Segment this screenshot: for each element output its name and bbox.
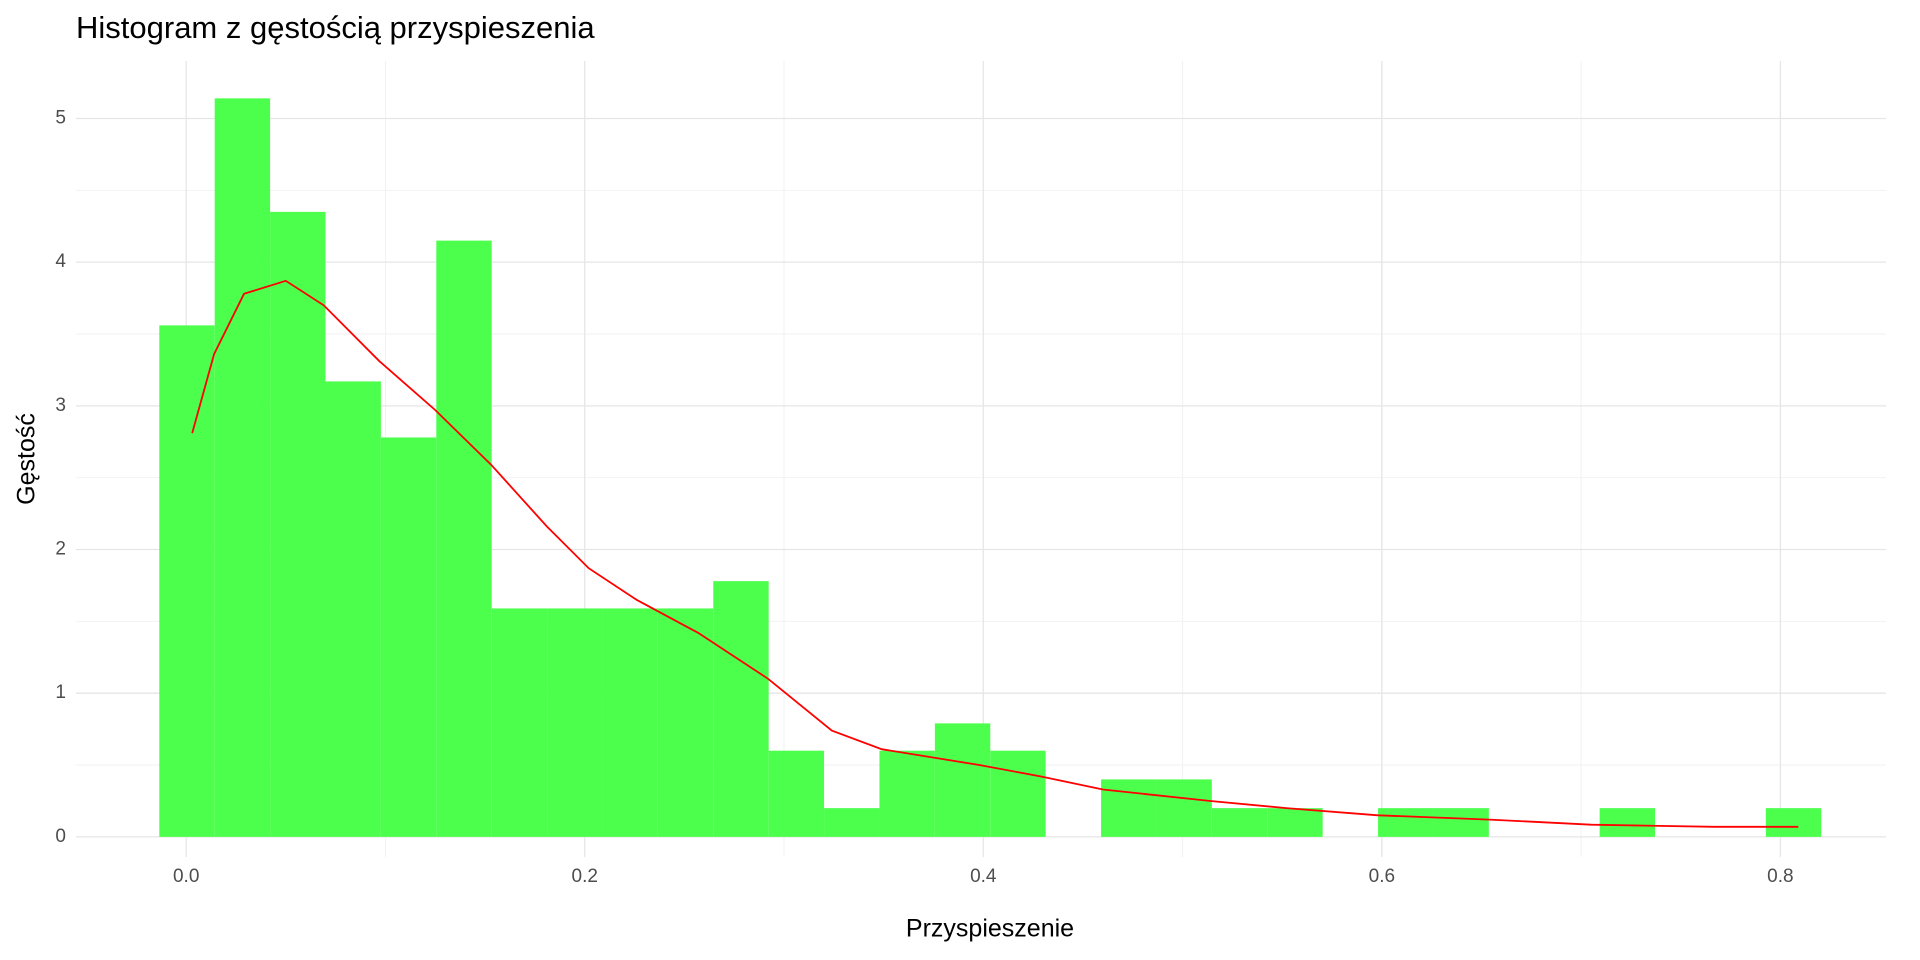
histogram-bar (879, 750, 935, 837)
y-tick-label: 3 (55, 395, 66, 416)
histogram-bar (1267, 808, 1323, 837)
y-tick-label: 1 (55, 682, 66, 703)
histogram-bar (657, 608, 714, 837)
plot-area (159, 98, 1822, 837)
x-tick-label: 0.0 (173, 866, 199, 887)
y-tick-label: 5 (55, 107, 66, 128)
histogram-bar (270, 211, 326, 837)
histogram-bar (934, 723, 991, 837)
y-tick-label: 4 (55, 251, 66, 272)
y-tick-label: 0 (55, 826, 66, 847)
histogram-bar (602, 608, 658, 837)
histogram-bar (380, 437, 437, 837)
histogram-bar (159, 325, 215, 837)
histogram-bar (713, 581, 769, 837)
histogram-bar (325, 381, 381, 837)
histogram-bar (214, 98, 271, 837)
histogram-bar (1156, 779, 1212, 837)
y-tick-label: 2 (55, 539, 66, 560)
histogram-bar (1211, 808, 1268, 837)
density-line (191, 279, 1799, 828)
y-axis-title: Gęstość (13, 413, 41, 505)
x-tick-label: 0.4 (970, 866, 997, 887)
histogram-bar (1765, 808, 1822, 837)
histogram-bar (768, 750, 825, 837)
histogram-bar (824, 808, 880, 837)
histogram-bar (1101, 779, 1157, 837)
histogram-bar (990, 750, 1046, 837)
histogram-bar (436, 240, 492, 837)
histogram-bar (1433, 808, 1489, 837)
histogram-bar (1599, 808, 1656, 837)
x-tick-label: 0.8 (1767, 866, 1793, 887)
x-axis-title: Przyspieszenie (906, 915, 1074, 943)
histogram-bar (491, 608, 548, 837)
x-tick-label: 0.2 (572, 866, 598, 887)
histogram-bar (1378, 808, 1434, 837)
x-tick-label: 0.6 (1369, 866, 1395, 887)
chart-title: Histogram z gęstością przyspieszenia (76, 10, 595, 45)
histogram-bar (547, 608, 603, 837)
